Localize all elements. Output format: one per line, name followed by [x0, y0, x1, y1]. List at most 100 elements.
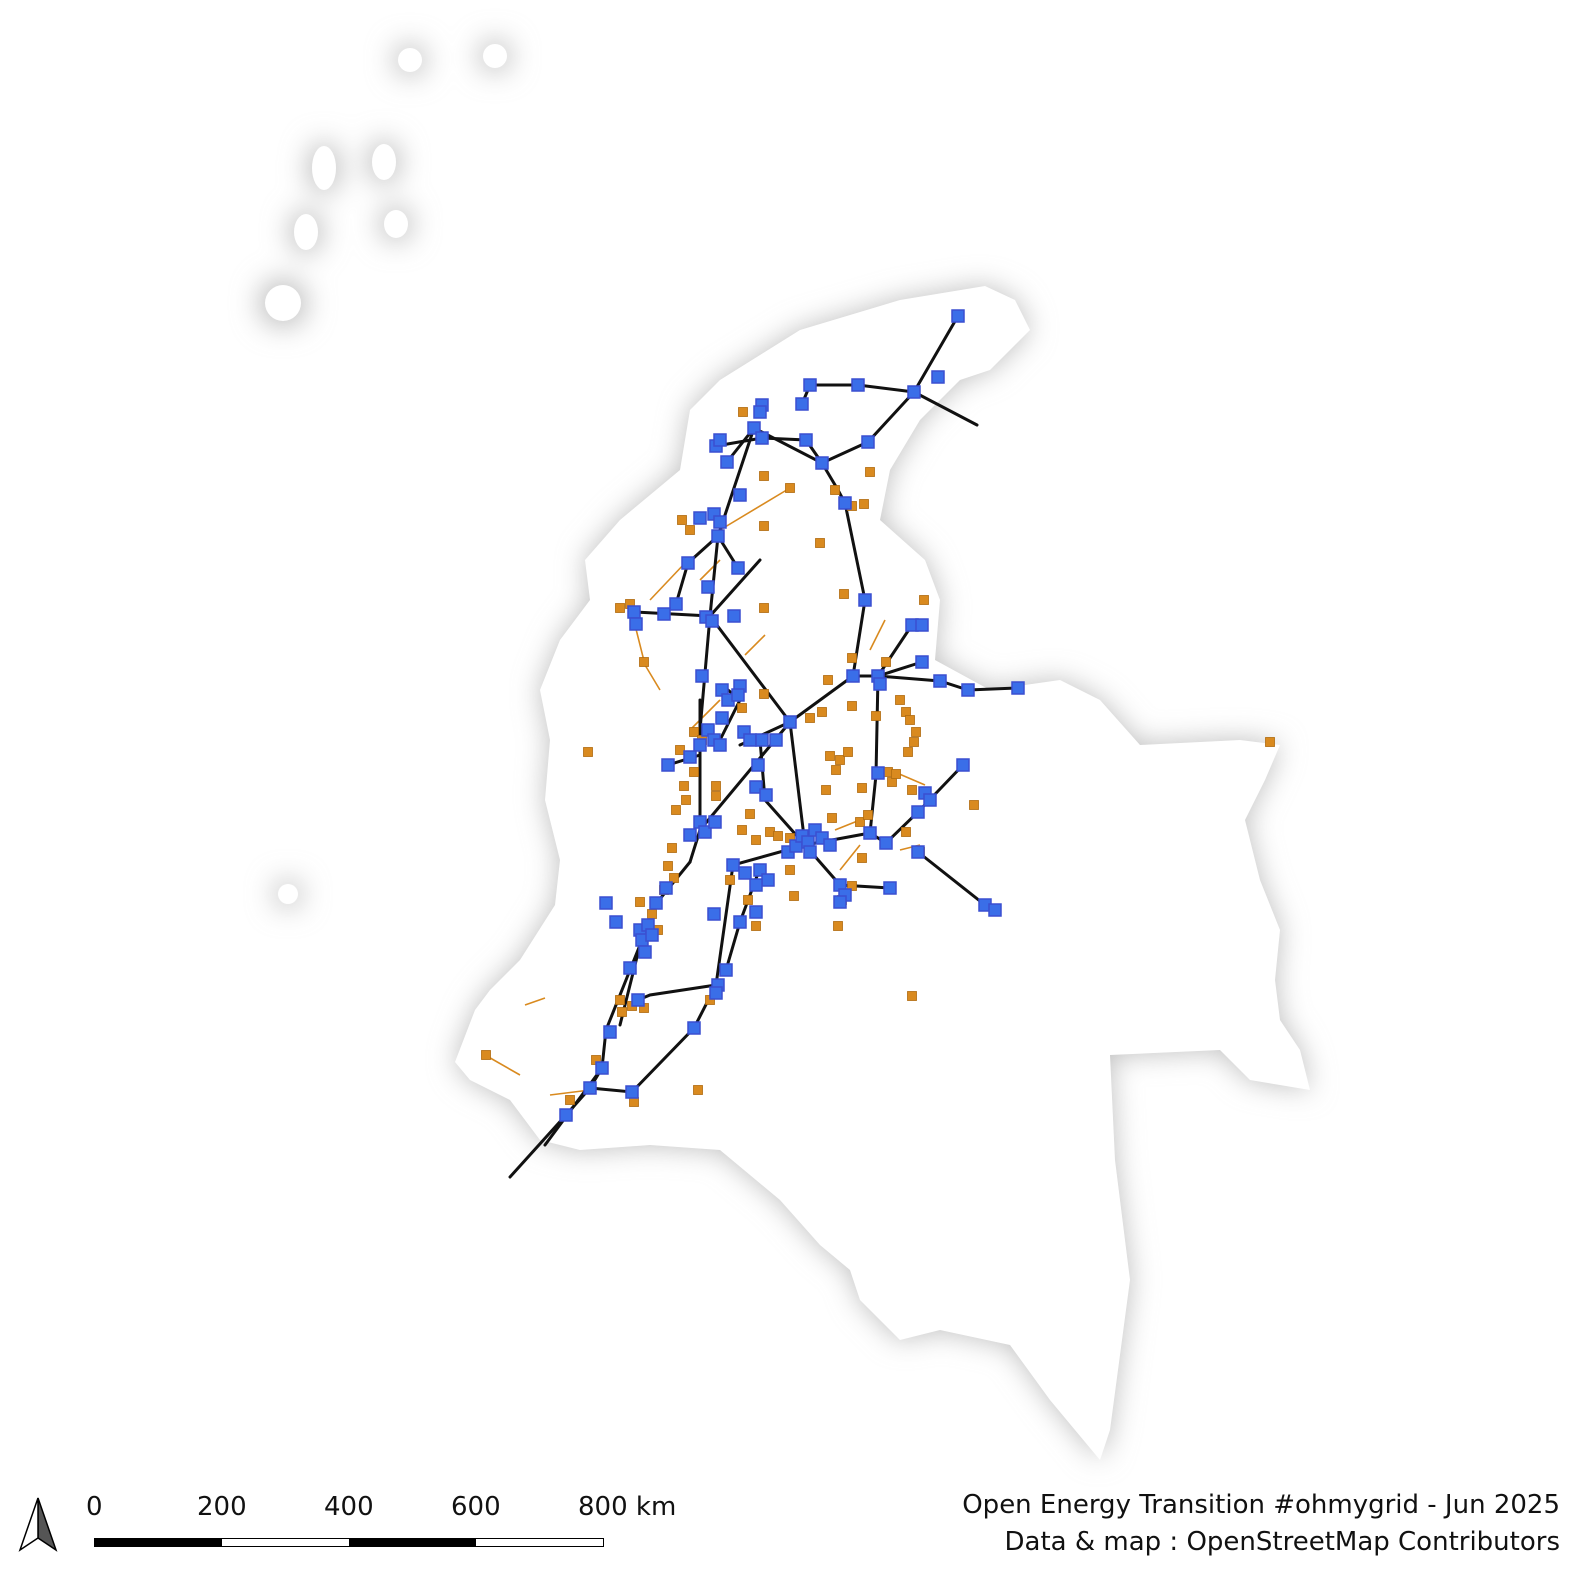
- substation-marker: [769, 733, 783, 747]
- power-plant-marker: [823, 675, 833, 685]
- power-plant-marker: [905, 715, 915, 725]
- substation-marker: [749, 878, 763, 892]
- scale-label-0: 0: [86, 1492, 103, 1522]
- power-plant-marker: [693, 1085, 703, 1095]
- substation-marker: [747, 421, 761, 435]
- substation-marker: [861, 435, 875, 449]
- substation-marker: [823, 838, 837, 852]
- power-plant-marker: [881, 657, 891, 667]
- scale-label-600: 600: [451, 1492, 501, 1522]
- substation-marker: [625, 1085, 639, 1099]
- substation-marker: [661, 758, 675, 772]
- power-plant-marker: [785, 483, 795, 493]
- power-plant-marker: [895, 695, 905, 705]
- substation-marker: [693, 738, 707, 752]
- power-plant-marker: [901, 827, 911, 837]
- substation-marker: [923, 793, 937, 807]
- power-plant-marker: [909, 737, 919, 747]
- substation-marker: [731, 688, 745, 702]
- power-plant-marker: [855, 817, 865, 827]
- substation-marker: [713, 738, 727, 752]
- power-plant-marker: [565, 1095, 575, 1105]
- power-plant-marker: [745, 809, 755, 819]
- power-plant-marker: [689, 767, 699, 777]
- substation-marker: [871, 766, 885, 780]
- scale-bar-segment: [476, 1539, 603, 1546]
- power-plant-marker: [827, 813, 837, 823]
- power-plant-marker: [817, 707, 827, 717]
- substation-marker: [755, 431, 769, 445]
- scale-label-200: 200: [197, 1492, 247, 1522]
- substation-marker: [707, 907, 721, 921]
- substation-marker: [795, 397, 809, 411]
- power-plant-marker: [481, 1050, 491, 1060]
- scale-label-800-km: 800 km: [578, 1492, 677, 1522]
- power-plant-marker: [743, 895, 753, 905]
- substation-marker: [988, 903, 1002, 917]
- scale-label-400: 400: [324, 1492, 374, 1522]
- substation-marker: [629, 617, 643, 631]
- substation-marker: [559, 1108, 573, 1122]
- power-plant-marker: [738, 407, 748, 417]
- power-plant-marker: [847, 701, 857, 711]
- substation-marker: [683, 750, 697, 764]
- substation-marker: [649, 896, 663, 910]
- substation-marker: [669, 597, 683, 611]
- substation-marker: [709, 986, 723, 1000]
- power-plant-marker: [667, 843, 677, 853]
- substation-marker: [931, 370, 945, 384]
- substation-marker: [595, 1061, 609, 1075]
- power-plant-marker: [737, 825, 747, 835]
- substation-marker: [743, 733, 757, 747]
- power-plant-marker: [785, 865, 795, 875]
- substation-marker: [815, 456, 829, 470]
- mv-lines: [484, 487, 926, 1096]
- credit-source: Data & map : OpenStreetMap Contributors: [1004, 1527, 1560, 1557]
- substation-marker: [738, 866, 752, 880]
- power-plant-marker: [759, 689, 769, 699]
- substation-marker: [631, 993, 645, 1007]
- power-plant-marker: [847, 653, 857, 663]
- power-plant-marker: [759, 521, 769, 531]
- substation-marker: [720, 455, 734, 469]
- power-plant-marker: [865, 467, 875, 477]
- power-plant-marker: [617, 1007, 627, 1017]
- power-plant-marker: [615, 603, 625, 613]
- substation-marker: [657, 607, 671, 621]
- substation-marker: [681, 556, 695, 570]
- power-plant-marker: [859, 499, 869, 509]
- power-plant-marker: [847, 881, 857, 891]
- power-plant-marker: [679, 781, 689, 791]
- substation-marker: [759, 788, 773, 802]
- substation-marker: [858, 593, 872, 607]
- substation-marker: [726, 858, 740, 872]
- substation-marker: [783, 715, 797, 729]
- substation-marker: [863, 826, 877, 840]
- substation-marker: [956, 758, 970, 772]
- substation-marker: [851, 378, 865, 392]
- substation-marker: [638, 945, 652, 959]
- scale-bar: [94, 1538, 604, 1547]
- substation-marker: [733, 915, 747, 929]
- substation-marker: [627, 605, 641, 619]
- power-plant-marker: [759, 471, 769, 481]
- power-plant-marker: [737, 703, 747, 713]
- power-plant-marker: [583, 747, 593, 757]
- substation-marker: [719, 963, 733, 977]
- power-plant-marker: [711, 781, 721, 791]
- power-plant-marker: [907, 785, 917, 795]
- substation-marker: [715, 711, 729, 725]
- power-plants: [481, 407, 1275, 1107]
- substation-marker: [907, 385, 921, 399]
- power-plant-marker: [671, 805, 681, 815]
- scale-bar-segment: [222, 1539, 349, 1546]
- substations: [559, 309, 1025, 1122]
- substation-marker: [846, 669, 860, 683]
- substation-marker: [749, 905, 763, 919]
- power-plant-marker: [615, 995, 625, 1005]
- substation-marker: [911, 805, 925, 819]
- power-plant-marker: [675, 745, 685, 755]
- country-land: [265, 44, 1310, 1460]
- substation-marker: [623, 961, 637, 975]
